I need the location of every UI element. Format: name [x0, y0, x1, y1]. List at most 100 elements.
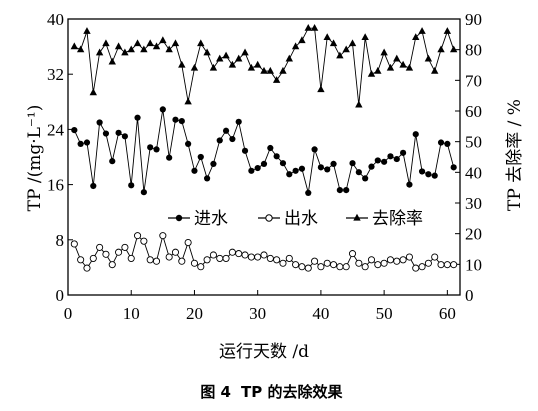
data-point-outflow: [235, 250, 243, 258]
data-point-removal-rate: [247, 63, 256, 71]
data-point-removal-rate: [348, 39, 357, 47]
data-point-inflow: [437, 139, 445, 146]
legend-marker-filled-triangle: [353, 213, 361, 221]
data-point-outflow: [247, 253, 255, 261]
data-point-outflow: [108, 261, 116, 269]
data-point-inflow: [292, 167, 299, 174]
data-point-outflow: [216, 254, 224, 262]
right-y-tick-label: 60: [465, 102, 482, 121]
data-point-outflow: [203, 256, 211, 264]
data-point-outflow: [380, 259, 388, 267]
x-axis-ticks: 0 10 20 30 40 50 60: [64, 290, 456, 323]
series-removal-rate: [70, 24, 458, 108]
data-point-outflow: [279, 259, 287, 267]
right-y-tick-label: 40: [465, 163, 482, 182]
data-point-outflow: [273, 256, 281, 264]
legend-label-outflow: 出水: [284, 209, 318, 229]
data-point-outflow: [178, 257, 186, 265]
data-point-removal-rate: [159, 36, 167, 44]
caption-title: TP 的去除效果: [241, 383, 343, 401]
data-point-inflow: [153, 146, 160, 153]
data-point-removal-rate: [266, 66, 275, 74]
data-point-outflow: [89, 254, 97, 262]
data-point-removal-rate: [323, 33, 331, 40]
legend-item-removal-rate: 去除率: [346, 209, 423, 229]
data-point-inflow: [431, 172, 438, 179]
data-point-removal-rate: [121, 48, 129, 56]
data-point-removal-rate: [127, 45, 135, 53]
data-point-outflow: [96, 243, 104, 251]
data-point-outflow: [222, 254, 230, 262]
data-point-removal-rate: [89, 88, 97, 96]
data-point-removal-rate: [361, 33, 369, 40]
data-point-outflow: [133, 232, 142, 240]
data-point-removal-rate: [140, 45, 148, 53]
data-point-inflow: [90, 182, 97, 190]
data-point-inflow: [317, 164, 325, 171]
data-point-outflow: [304, 264, 312, 272]
data-point-outflow: [292, 261, 300, 269]
data-point-removal-rate: [209, 63, 218, 71]
data-point-inflow: [393, 155, 400, 163]
right-y-tick-label: 0: [465, 286, 474, 305]
series-layer: [70, 24, 458, 272]
x-tick-label: 0: [64, 304, 73, 323]
data-point-inflow: [203, 175, 211, 182]
data-point-inflow: [273, 153, 280, 160]
data-point-removal-rate: [190, 63, 199, 71]
data-point-removal-rate: [424, 54, 433, 62]
data-point-removal-rate: [329, 39, 338, 47]
series-inflow: [71, 106, 457, 196]
data-point-removal-rate: [216, 54, 224, 62]
data-point-removal-rate: [108, 57, 116, 65]
data-point-outflow: [399, 256, 407, 264]
data-point-inflow: [368, 163, 375, 170]
data-point-inflow: [134, 114, 141, 121]
data-point-inflow: [355, 169, 362, 176]
data-point-outflow: [329, 261, 338, 269]
right-y-axis-ticks: 0 10 20 30 40 50 60 70 80 90: [455, 10, 482, 305]
data-point-inflow: [418, 168, 426, 175]
legend: 进水 出水 去除率: [168, 209, 423, 229]
legend-marker-filled-circle: [175, 214, 183, 222]
data-point-inflow: [178, 118, 185, 125]
data-point-outflow: [184, 239, 192, 247]
data-point-removal-rate: [114, 42, 123, 50]
data-point-removal-rate: [298, 36, 306, 44]
data-point-inflow: [128, 182, 135, 189]
data-point-inflow: [412, 131, 419, 138]
data-point-inflow: [349, 160, 356, 167]
data-point-removal-rate: [178, 60, 186, 68]
left-y-tick-label: 0: [56, 286, 65, 305]
data-point-inflow: [197, 153, 204, 161]
data-point-outflow: [418, 263, 426, 271]
data-point-inflow: [210, 160, 217, 167]
data-point-outflow: [209, 251, 217, 259]
data-point-inflow: [324, 166, 331, 173]
legend-item-outflow: 出水: [258, 209, 318, 229]
legend-label-removal-rate: 去除率: [372, 209, 423, 229]
data-point-removal-rate: [197, 39, 205, 47]
data-point-outflow: [190, 259, 199, 267]
x-tick-label: 10: [123, 304, 140, 323]
data-point-removal-rate: [342, 45, 350, 53]
data-point-outflow: [121, 243, 129, 251]
data-point-outflow: [83, 264, 91, 272]
data-point-outflow: [77, 256, 85, 264]
data-point-outflow: [393, 257, 401, 265]
data-point-outflow: [311, 257, 319, 265]
data-point-inflow: [444, 140, 451, 147]
data-point-inflow: [343, 187, 350, 194]
data-point-outflow: [367, 256, 376, 264]
data-point-inflow: [121, 133, 129, 140]
data-point-inflow: [115, 129, 122, 136]
data-point-removal-rate: [431, 66, 439, 74]
data-point-removal-rate: [412, 33, 420, 40]
data-point-removal-rate: [418, 27, 426, 34]
data-point-outflow: [266, 254, 274, 262]
right-y-tick-label: 20: [465, 225, 482, 244]
data-point-inflow: [102, 130, 110, 137]
data-point-removal-rate: [70, 42, 79, 50]
data-point-removal-rate: [405, 63, 414, 71]
